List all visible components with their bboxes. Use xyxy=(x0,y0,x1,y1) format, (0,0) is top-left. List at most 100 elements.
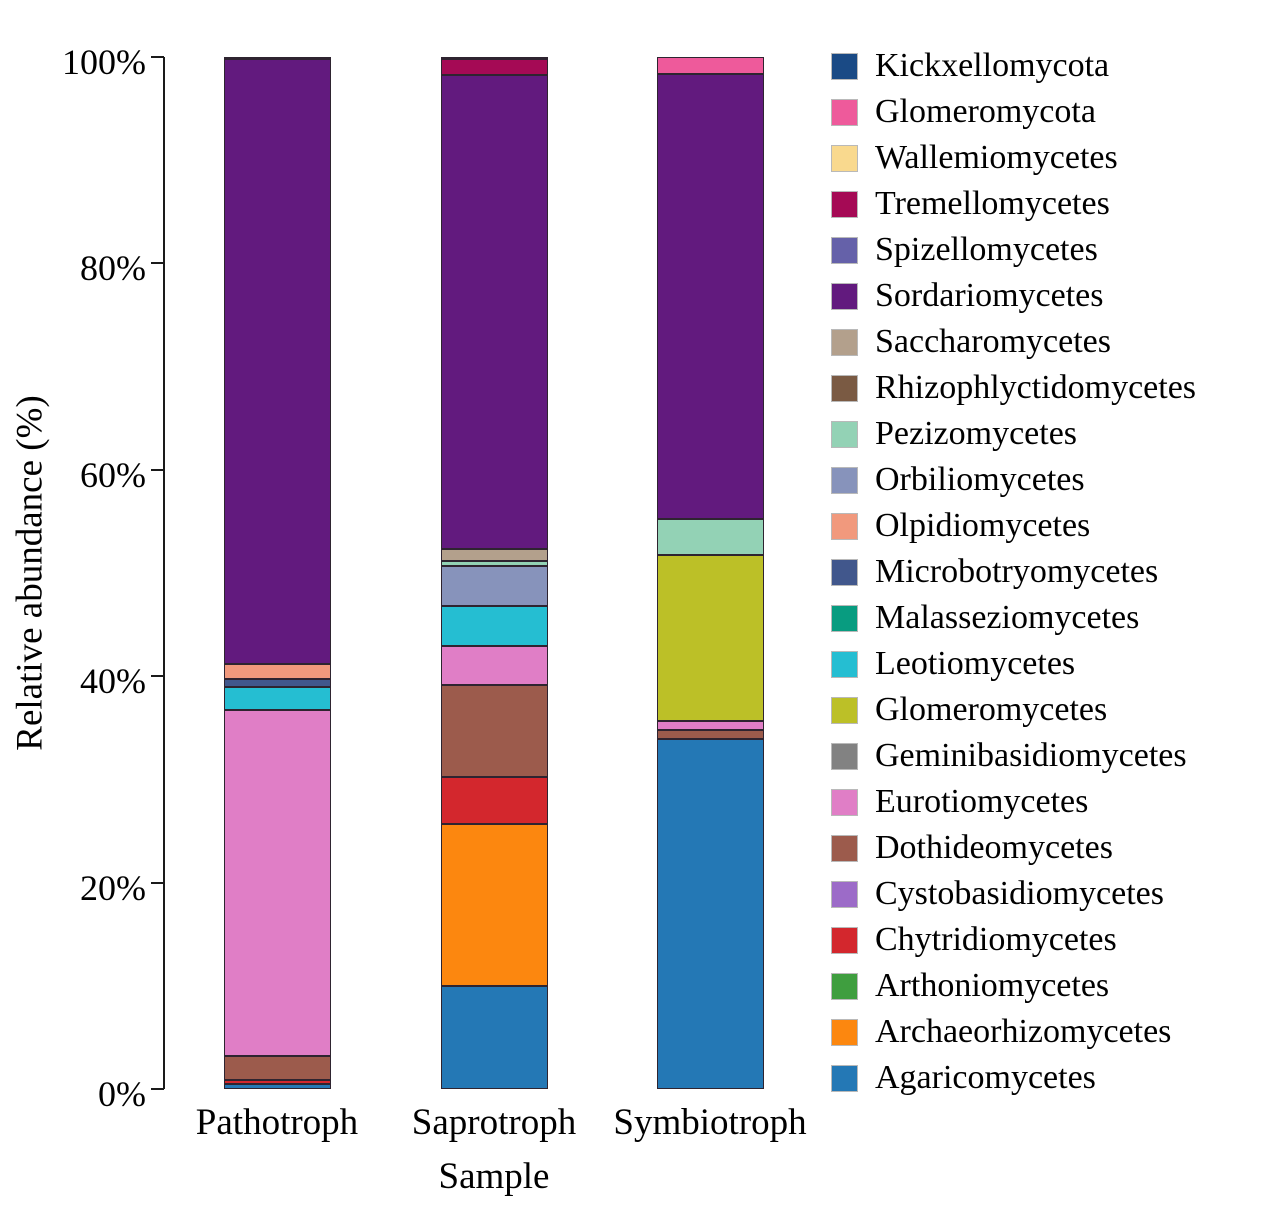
legend-item-arthoniomycetes: Arthoniomycetes xyxy=(831,963,1196,1009)
legend-label: Sordariomycetes xyxy=(875,277,1104,314)
y-tick-label: 80% xyxy=(80,248,146,289)
y-tick-mark xyxy=(151,675,164,678)
legend-label: Dothideomycetes xyxy=(875,829,1113,866)
legend-item-pezizomycetes: Pezizomycetes xyxy=(831,411,1196,457)
segment-saprotroph-eurotiomycetes xyxy=(440,646,548,686)
legend-swatch-olpidiomycetes xyxy=(831,512,858,540)
legend-item-sordariomycetes: Sordariomycetes xyxy=(831,273,1196,319)
legend-label: Geminibasidiomycetes xyxy=(875,737,1187,774)
segment-pathotroph-agaricomycetes xyxy=(223,1083,331,1089)
y-tick-label: 0% xyxy=(98,1074,146,1114)
segment-saprotroph-tremellomycetes xyxy=(440,59,548,75)
legend-label: Agaricomycetes xyxy=(875,1059,1096,1096)
legend-swatch-pezizomycetes xyxy=(831,420,858,448)
segment-pathotroph-tremellomycetes xyxy=(223,57,331,60)
legend-swatch-saccharomycetes xyxy=(831,328,858,356)
y-tick-label: 20% xyxy=(80,867,146,908)
legend-swatch-spizellomycetes xyxy=(831,236,858,264)
legend-swatch-leotiomycetes xyxy=(831,650,858,678)
legend-swatch-archaeorhizomycetes xyxy=(831,1018,858,1046)
legend-item-cystobasidiomycetes: Cystobasidiomycetes xyxy=(831,871,1196,917)
legend-swatch-dothideomycetes xyxy=(831,834,858,862)
legend-item-archaeorhizomycetes: Archaeorhizomycetes xyxy=(831,1009,1196,1055)
segment-pathotroph-dothideomycetes xyxy=(223,1055,331,1080)
segment-saprotroph-kickxellomycota xyxy=(440,57,548,60)
legend-item-olpidiomycetes: Olpidiomycetes xyxy=(831,503,1196,549)
legend-label: Leotiomycetes xyxy=(875,645,1076,682)
legend-item-dothideomycetes: Dothideomycetes xyxy=(831,825,1196,871)
legend-item-kickxellomycota: Kickxellomycota xyxy=(831,43,1196,89)
segment-pathotroph-sordariomycetes xyxy=(223,59,331,664)
legend-item-wallemiomycetes: Wallemiomycetes xyxy=(831,135,1196,181)
y-tick-mark xyxy=(151,262,164,265)
segment-symbiotroph-glomeromycetes xyxy=(656,555,764,721)
legend-swatch-rhizophlyctidomycetes xyxy=(831,374,858,402)
legend-swatch-chytridiomycetes xyxy=(831,926,858,954)
segment-saprotroph-archaeorhizomycetes xyxy=(440,823,548,986)
segment-pathotroph-olpidiomycetes xyxy=(223,663,331,680)
legend-swatch-malasseziomycetes xyxy=(831,604,858,632)
y-tick-label: 100% xyxy=(62,42,146,82)
legend-item-saccharomycetes: Saccharomycetes xyxy=(831,319,1196,365)
segment-symbiotroph-glomeromycota xyxy=(656,57,764,74)
legend-swatch-kickxellomycota xyxy=(831,52,858,80)
legend: Kickxellomycota Glomeromycota Wallemiomyce… xyxy=(831,43,1196,1101)
segment-symbiotroph-agaricomycetes xyxy=(656,739,764,1089)
legend-label: Wallemiomycetes xyxy=(875,139,1118,176)
legend-swatch-geminibasidiomycetes xyxy=(831,742,858,770)
legend-label: Tremellomycetes xyxy=(875,185,1110,222)
legend-swatch-arthoniomycetes xyxy=(831,972,858,1000)
legend-label: Spizellomycetes xyxy=(875,231,1098,268)
segment-saprotroph-saccharomycetes xyxy=(440,549,548,561)
segment-symbiotroph-dothideomycetes xyxy=(656,729,764,740)
legend-item-orbiliomycetes: Orbiliomycetes xyxy=(831,457,1196,503)
legend-swatch-sordariomycetes xyxy=(831,282,858,310)
segment-symbiotroph-eurotiomycetes xyxy=(656,720,764,730)
legend-label: Chytridiomycetes xyxy=(875,921,1117,958)
legend-item-chytridiomycetes: Chytridiomycetes xyxy=(831,917,1196,963)
segment-pathotroph-leotiomycetes xyxy=(223,686,331,711)
x-category-label-saprotroph: Saprotroph xyxy=(411,1102,577,1143)
legend-item-rhizophlyctidomycetes: Rhizophlyctidomycetes xyxy=(831,365,1196,411)
bar-pathotroph xyxy=(223,57,331,1089)
legend-swatch-eurotiomycetes xyxy=(831,788,858,816)
legend-swatch-glomeromycetes xyxy=(831,696,858,724)
legend-label: Kickxellomycota xyxy=(875,47,1110,84)
legend-item-spizellomycetes: Spizellomycetes xyxy=(831,227,1196,273)
y-tick-label: 60% xyxy=(80,454,146,495)
segment-symbiotroph-pezizomycetes xyxy=(656,519,764,556)
legend-swatch-wallemiomycetes xyxy=(831,144,858,172)
legend-item-glomeromycetes: Glomeromycetes xyxy=(831,687,1196,733)
y-axis-line xyxy=(163,57,165,1089)
segment-saprotroph-sordariomycetes xyxy=(440,74,548,550)
y-axis-title: Relative abundance (%) xyxy=(9,395,51,751)
y-tick-label: 40% xyxy=(80,661,146,702)
legend-item-eurotiomycetes: Eurotiomycetes xyxy=(831,779,1196,825)
segment-pathotroph-eurotiomycetes xyxy=(223,710,331,1056)
legend-item-malasseziomycetes: Malasseziomycetes xyxy=(831,595,1196,641)
legend-label: Archaeorhizomycetes xyxy=(875,1013,1172,1050)
legend-label: Arthoniomycetes xyxy=(875,967,1110,1004)
legend-swatch-tremellomycetes xyxy=(831,190,858,218)
legend-label: Glomeromycota xyxy=(875,93,1096,130)
segment-symbiotroph-sordariomycetes xyxy=(656,73,764,520)
y-tick-mark xyxy=(151,881,164,884)
segment-pathotroph-chytridiomycetes xyxy=(223,1079,331,1084)
legend-label: Eurotiomycetes xyxy=(875,783,1089,820)
legend-item-microbotryomycetes: Microbotryomycetes xyxy=(831,549,1196,595)
legend-item-glomeromycota: Glomeromycota xyxy=(831,89,1196,135)
legend-item-geminibasidiomycetes: Geminibasidiomycetes xyxy=(831,733,1196,779)
legend-label: Glomeromycetes xyxy=(875,691,1108,728)
legend-swatch-glomeromycota xyxy=(831,98,858,126)
legend-swatch-microbotryomycetes xyxy=(831,558,858,586)
legend-item-tremellomycetes: Tremellomycetes xyxy=(831,181,1196,227)
bar-saprotroph xyxy=(440,57,548,1089)
segment-saprotroph-chytridiomycetes xyxy=(440,777,548,824)
x-axis-title: Sample xyxy=(438,1156,550,1197)
legend-label: Olpidiomycetes xyxy=(875,507,1091,544)
legend-item-leotiomycetes: Leotiomycetes xyxy=(831,641,1196,687)
legend-label: Saccharomycetes xyxy=(875,323,1111,360)
x-category-label-symbiotroph: Symbiotroph xyxy=(613,1102,807,1143)
segment-saprotroph-pezizomycetes xyxy=(440,560,548,566)
legend-swatch-orbiliomycetes xyxy=(831,466,858,494)
